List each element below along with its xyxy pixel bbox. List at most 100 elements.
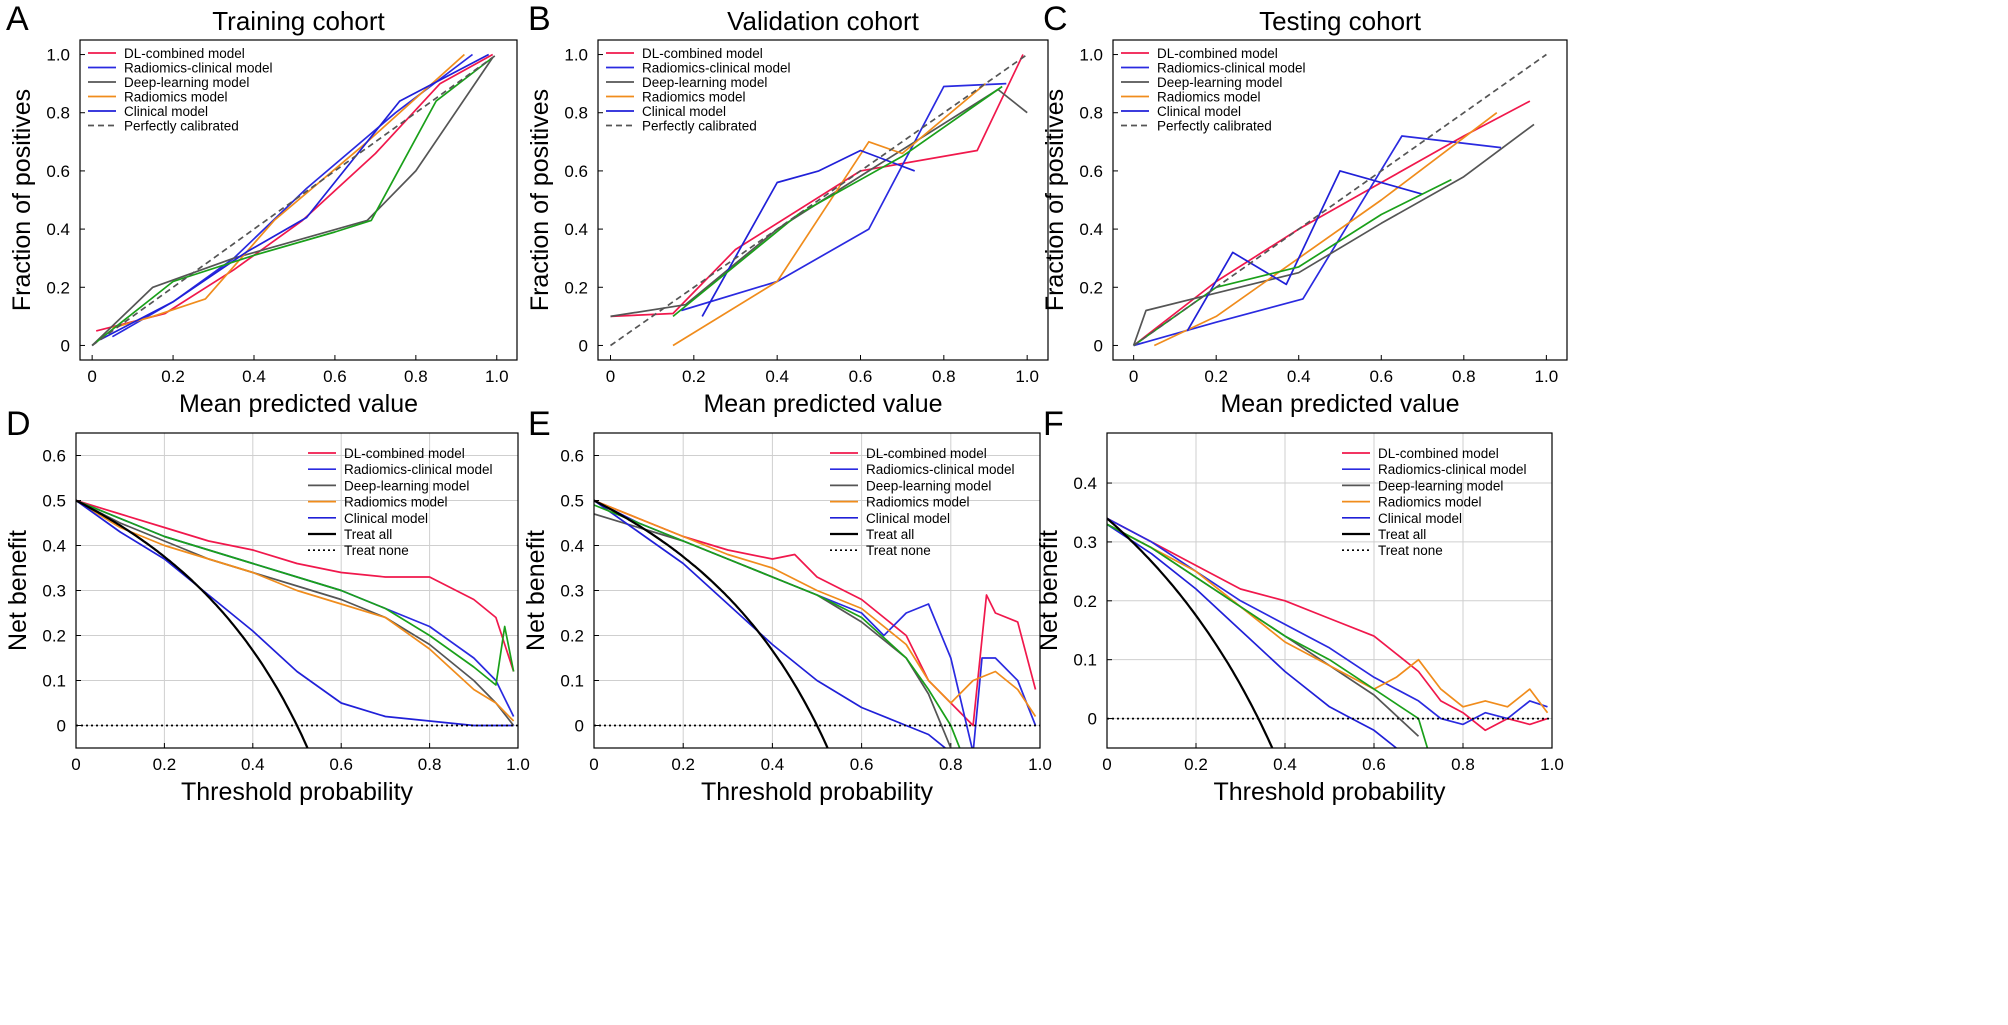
x-tick-label: 1.0 (485, 367, 509, 386)
y-tick-label: 0.4 (42, 537, 66, 556)
series-line-unlabeled (594, 504, 961, 748)
x-tick-label: 0.4 (1287, 367, 1311, 386)
y-axis-label: Net benefit (4, 530, 32, 651)
legend-label: Clinical model (344, 511, 428, 526)
legend-label: Deep-learning model (124, 75, 249, 90)
x-tick-label: 1.0 (506, 755, 530, 774)
x-tick-label: 1.0 (1028, 755, 1052, 774)
legend-label: Clinical model (124, 104, 208, 119)
x-tick-label: 0.6 (329, 755, 353, 774)
series-line-radiomics-model (594, 499, 1037, 717)
y-tick-label: 0.2 (560, 627, 584, 646)
x-tick-label: 0.8 (418, 755, 442, 774)
y-tick-label: 1.0 (564, 46, 588, 65)
legend-label: Treat all (344, 527, 392, 542)
legend-label: Clinical model (866, 511, 950, 526)
legend-label: DL-combined model (1378, 446, 1499, 461)
panel-b: B Validation cohort 0 0.2 0.4 0.6 0.8 1.0 0 0.2 0.… (526, 0, 1049, 418)
legend-label: Perfectly calibrated (1157, 119, 1272, 134)
series-line-unlabeled (76, 499, 515, 686)
panel-letter: F (1043, 405, 1064, 443)
series-line-dl-combined-model (76, 499, 515, 672)
y-tick-label: 1.0 (46, 46, 70, 65)
series-line-radiomics-model (672, 82, 987, 347)
legend-label: Treat none (1378, 543, 1443, 558)
legend-label: Clinical model (1378, 511, 1462, 526)
legend-label: Radiomics-clinical model (124, 61, 273, 76)
panel-a: A Training cohort 0 0.2 0.4 0.6 0.8 1.0 0 0.2 0.4 0… (6, 0, 518, 418)
y-tick-label: 0.1 (560, 672, 584, 691)
x-tick-label: 0.8 (939, 755, 963, 774)
x-axis-label: Mean predicted value (1220, 390, 1459, 418)
x-tick-label: 0 (87, 367, 96, 386)
legend-label: Clinical model (642, 104, 726, 119)
x-axis-label: Mean predicted value (703, 390, 942, 418)
legend-label: Radiomics-clinical model (344, 462, 493, 477)
series-line-radiomics-clinical-model (594, 499, 1037, 748)
series-group (594, 499, 1040, 748)
panel-letter: D (6, 405, 31, 443)
x-tick-label: 0.8 (1451, 755, 1475, 774)
series-line-radiomics-model (1153, 112, 1498, 347)
series-line-radiomics-clinical-model (76, 499, 515, 717)
legend-label: Radiomics model (124, 90, 228, 105)
legend-label: Perfectly calibrated (124, 119, 239, 134)
legend-label: Treat all (866, 527, 914, 542)
x-tick-label: 0.2 (1184, 755, 1208, 774)
series-line-unlabeled (91, 56, 494, 347)
series-line-radiomics-model (1107, 523, 1549, 714)
y-axis-label: Fraction of positives (526, 89, 554, 311)
y-tick-label: 0.4 (1079, 220, 1103, 239)
panel-f: F 0 0.2 0.4 0.6 0.8 1.0 0 0.1 0.2 0.3 0.4 Threshold … (1035, 405, 1564, 806)
y-axis-label: Net benefit (1035, 530, 1063, 651)
series-line-radiomics-clinical-model (1133, 135, 1502, 347)
x-tick-label: 0.6 (849, 367, 873, 386)
y-tick-label: 0.5 (560, 492, 584, 511)
x-tick-label: 1.0 (1015, 367, 1039, 386)
series-line-deep-learning-model (76, 499, 515, 727)
y-tick-label: 0.2 (46, 278, 70, 297)
y-tick-label: 0.6 (564, 162, 588, 181)
y-tick-label: 0.8 (564, 104, 588, 123)
legend-label: DL-combined model (866, 446, 987, 461)
x-tick-label: 1.0 (1535, 367, 1559, 386)
panel-d: D 0 0.2 0.4 0.6 0.8 1.0 0 0.1 0.2 0.3 0.4 0.5 0.6 Thre… (4, 405, 530, 806)
series-line-radiomics-model (76, 499, 515, 722)
legend-label: Radiomics model (866, 495, 970, 510)
legend-label: Treat all (1378, 527, 1426, 542)
legend-label: DL-combined model (344, 446, 465, 461)
series-line-radiomics-clinical-model (681, 82, 1007, 312)
y-tick-label: 0.1 (1073, 651, 1097, 670)
y-tick-label: 0.4 (1073, 474, 1097, 493)
panel-letter: A (6, 0, 29, 38)
y-tick-label: 0.6 (1079, 162, 1103, 181)
x-axis-label: Threshold probability (1213, 778, 1446, 806)
y-tick-label: 1.0 (1079, 46, 1103, 65)
series-line-clinical-model (76, 499, 514, 727)
x-tick-label: 0.2 (671, 755, 695, 774)
y-tick-label: 0.4 (560, 537, 584, 556)
series-line-clinical-model (99, 53, 490, 341)
x-tick-label: 0.8 (1452, 367, 1476, 386)
plot-frame (597, 39, 1049, 361)
y-tick-label: 0.2 (42, 627, 66, 646)
plot-frame (75, 432, 519, 749)
panel-letter: E (528, 405, 551, 443)
x-tick-label: 1.0 (1540, 755, 1564, 774)
legend-label: Radiomics-clinical model (642, 61, 791, 76)
legend-label: Radiomics model (1378, 495, 1482, 510)
series-line-dl-combined-model (594, 499, 1037, 727)
x-tick-label: 0.4 (242, 367, 266, 386)
y-axis-label: Net benefit (522, 530, 550, 651)
series-line-deep-learning-model (91, 57, 494, 347)
panel-c: C Testing cohort 0 0.2 0.4 0.6 0.8 1.0 0 0.2 0.4 0.… (1041, 0, 1568, 418)
series-line-treat-all (76, 499, 309, 748)
y-tick-label: 0.8 (1079, 104, 1103, 123)
legend-label: Deep-learning model (1378, 478, 1503, 493)
y-tick-label: 0 (1094, 336, 1103, 355)
legend-label: Clinical model (1157, 104, 1241, 119)
